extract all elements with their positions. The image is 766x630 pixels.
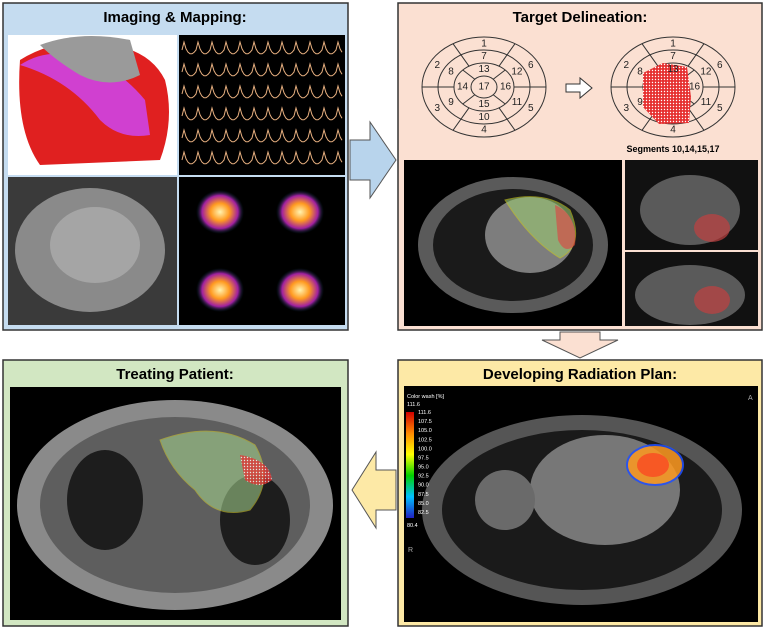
panel-title: Developing Radiation Plan: <box>483 366 677 383</box>
segment-label: 5 <box>717 103 723 114</box>
segment-label: 10 <box>478 112 490 123</box>
colorbar-title: Color wash [%] <box>407 394 444 400</box>
colorbar-label: 92.5 <box>418 474 429 480</box>
bullseye-divider <box>462 69 476 80</box>
colorbar-label: 105.0 <box>418 428 432 434</box>
bullseye-ring <box>470 75 498 99</box>
segment-label: 4 <box>481 125 487 136</box>
target-contour <box>240 455 272 485</box>
colorbar-label: 85.0 <box>418 501 429 507</box>
bullseye-divider <box>452 43 470 67</box>
spect-blob <box>276 268 324 312</box>
target-contour <box>159 430 265 513</box>
small-arrow <box>565 76 593 100</box>
segment-label: 7 <box>481 51 487 62</box>
segment-caption: Segments 10,14,15,17 <box>626 144 719 154</box>
colorbar-label: 87.5 <box>418 492 429 498</box>
segment-label: 9 <box>637 97 643 108</box>
segment-label: 4 <box>670 125 676 136</box>
colorbar-label: 97.5 <box>418 455 429 461</box>
colorbar-label: 90.0 <box>418 483 429 489</box>
segment-label: 17 <box>478 82 490 93</box>
segment-label: 6 <box>528 60 534 71</box>
panel-title: Target Delineation: <box>513 9 648 26</box>
colorbar-label: 102.5 <box>418 437 432 443</box>
colorbar-label: 111.6 <box>418 410 431 416</box>
segment-label: 3 <box>434 103 440 114</box>
target-contour <box>694 286 730 314</box>
segment-label: 2 <box>434 60 440 71</box>
colorbar-label: 107.5 <box>418 419 432 425</box>
ecg-trace <box>181 106 343 121</box>
segment-label: 1 <box>481 39 487 50</box>
colorbar-label: 82.5 <box>418 510 429 516</box>
orientation-label: R <box>408 547 413 554</box>
bullseye-divider <box>498 107 516 131</box>
ct-shape <box>50 207 140 283</box>
ecg-trace <box>181 84 343 99</box>
dose-wash <box>637 453 669 477</box>
ecg-trace <box>181 40 343 55</box>
colorbar-label: 100.0 <box>418 446 432 452</box>
segment-label: 12 <box>700 66 712 77</box>
segment-label: 7 <box>670 51 676 62</box>
ecg-trace <box>181 128 343 143</box>
spect-blob <box>196 268 244 312</box>
segment-label: 16 <box>500 82 512 93</box>
segment-label: 5 <box>528 103 534 114</box>
colorbar-label: 95.0 <box>418 465 429 471</box>
segment-label: 3 <box>623 103 629 114</box>
colorbar-min: 80.4 <box>407 523 418 529</box>
segment-label: 13 <box>478 64 490 75</box>
arrow-left <box>351 450 397 530</box>
bullseye-divider <box>452 107 470 131</box>
bullseye-divider <box>687 107 705 131</box>
segment-label: 11 <box>512 97 523 108</box>
segment-label: 13 <box>667 64 679 75</box>
segment-label: 1 <box>670 39 676 50</box>
segment-label: 9 <box>448 97 454 108</box>
segment-label: 12 <box>511 66 523 77</box>
segment-label: 8 <box>637 66 643 77</box>
target-contour <box>694 214 730 242</box>
bullseye-divider <box>492 94 506 105</box>
panel-title: Imaging & Mapping: <box>103 9 246 26</box>
segment-label: 11 <box>701 97 712 108</box>
arrow-right <box>349 120 397 200</box>
bullseye-divider <box>498 43 516 67</box>
segment-label: 16 <box>689 82 701 93</box>
target-region <box>643 63 691 124</box>
segment-label: 6 <box>717 60 723 71</box>
target-contour <box>555 205 576 249</box>
spect-blob <box>196 190 244 234</box>
arrow-down <box>541 331 619 359</box>
bullseye-divider <box>492 69 506 80</box>
orientation-label: A <box>748 395 753 402</box>
segment-label: 15 <box>478 99 490 110</box>
map-shape <box>40 36 140 83</box>
ecg-trace <box>181 150 343 165</box>
ecg-image <box>179 35 345 175</box>
panel-title: Treating Patient: <box>116 366 234 383</box>
bullseye-divider <box>687 43 705 67</box>
segment-label: 2 <box>623 60 629 71</box>
bullseye-divider <box>641 43 659 67</box>
colorbar <box>406 412 414 518</box>
ct-shape <box>67 450 143 550</box>
segment-label: 14 <box>457 82 469 93</box>
segment-label: 8 <box>448 66 454 77</box>
ecg-traces <box>181 40 343 165</box>
bullseye-divider <box>462 94 476 105</box>
ecg-trace <box>181 62 343 77</box>
colorbar-max: 111.6 <box>407 402 420 408</box>
spect-blob <box>276 190 324 234</box>
ct-shape <box>475 470 535 530</box>
